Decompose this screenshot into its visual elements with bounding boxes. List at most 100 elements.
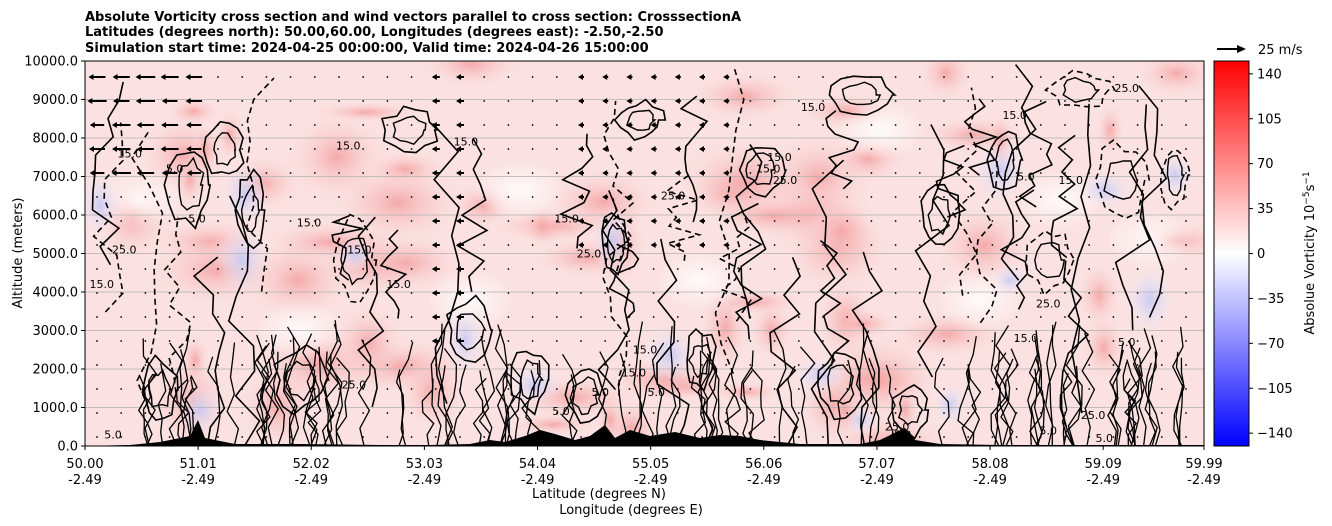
wind-vector [386,412,389,414]
wind-vector [1088,76,1091,78]
wind-vector [1064,412,1066,414]
wind-vector [217,100,219,102]
wind-vector [699,194,705,200]
wind-vector [725,268,728,270]
contour-line-lowlevel [254,345,269,446]
wind-vector [362,388,365,390]
contour-loop-inner [745,152,776,186]
wind-vector [338,148,340,150]
wind-vector [1185,364,1187,366]
wind-vector [1136,412,1139,414]
wind-vector [410,436,413,438]
wind-vector [822,292,824,294]
contour-loop-inner [841,81,882,106]
x-tick-label-latitude: 52.02 [293,457,330,472]
wind-vector [846,172,849,174]
contour-line [1070,103,1092,414]
wind-vector [338,436,340,438]
contour-line [999,189,1035,310]
contour-line [379,229,408,319]
contour-line-lowlevel [885,364,896,446]
contour-loop [686,327,717,392]
wind-vector [483,100,486,102]
wind-vector [991,76,994,78]
wind-vector [338,316,340,318]
wind-vector [822,364,824,366]
wind-vector [749,172,752,174]
wind-vector [797,436,800,438]
wind-vector [674,74,681,80]
vorticity-contours [91,64,1192,446]
wind-vector [967,268,970,270]
wind-vector [1185,76,1187,78]
wind-vector [652,388,655,390]
contour-label: 15.0 [347,244,372,257]
contour-label: 15.0 [622,367,647,380]
wind-vector [1112,292,1115,294]
wind-vector [88,146,106,152]
wind-vector [431,194,440,200]
wind-vector [168,388,171,390]
wind-vector [144,412,147,414]
wind-vectors [87,74,1187,438]
wind-vector [313,196,316,198]
wind-vector [1185,316,1187,318]
wind-vector [456,218,464,224]
wind-vector [918,244,921,246]
contour-loop-inner [285,360,317,402]
contour-loop [1044,69,1117,108]
vorticity-negative-patch [215,225,269,295]
wind-vector [120,268,123,270]
wind-vector [483,316,486,318]
vorticity-positive-patch [1078,263,1120,329]
contour-loop-inner [572,376,600,416]
wind-vector [846,148,849,150]
wind-vector [289,292,292,294]
contour-line [810,159,848,446]
wind-vector [991,196,994,198]
contour-line-lowlevel [179,329,191,446]
wind-vector [723,122,730,128]
wind-vector [773,220,776,222]
wind-vector [822,148,824,150]
wind-vector [483,340,486,342]
wind-vector [894,172,897,174]
colorbar-tick-label: 70 [1257,157,1274,172]
vorticity-positive-patch [711,381,783,403]
wind-vector [192,268,195,270]
y-tick-label: 8000.0 [33,132,79,147]
wind-vector [431,218,440,224]
wind-vector [1064,268,1066,270]
contour-label: 25.0 [112,244,137,257]
wind-vector [96,340,98,342]
wind-vector [725,364,728,366]
wind-vector [773,172,776,174]
wind-vector [313,100,316,102]
colorbar-tick-label: 0 [1257,247,1265,262]
wind-vector [217,436,219,438]
wind-vector [144,268,147,270]
contour-line-lowlevel [272,351,286,446]
wind-vector [1015,388,1018,390]
wind-vector [870,100,873,102]
wind-vector [89,170,105,176]
wind-vector [386,244,389,246]
wind-vector [362,100,365,102]
wind-vector [628,316,631,318]
vorticity-positive-peak [986,114,1014,166]
contour-line-lowlevel [1004,348,1019,446]
wind-vector [699,218,705,224]
contour-loop [828,75,897,116]
wind-vector [507,292,510,294]
vorticity-positive-patch [689,72,799,121]
contour-line [163,216,192,394]
wind-vector [456,194,464,200]
wind-vector [120,436,123,438]
wind-vector [580,340,582,342]
wind-vector [1088,364,1091,366]
contour-line-lowlevel [787,365,800,446]
wind-vector [1185,340,1187,342]
wind-vector [483,172,486,174]
wind-vector [338,100,340,102]
vorticity-negative-patch [177,385,223,435]
